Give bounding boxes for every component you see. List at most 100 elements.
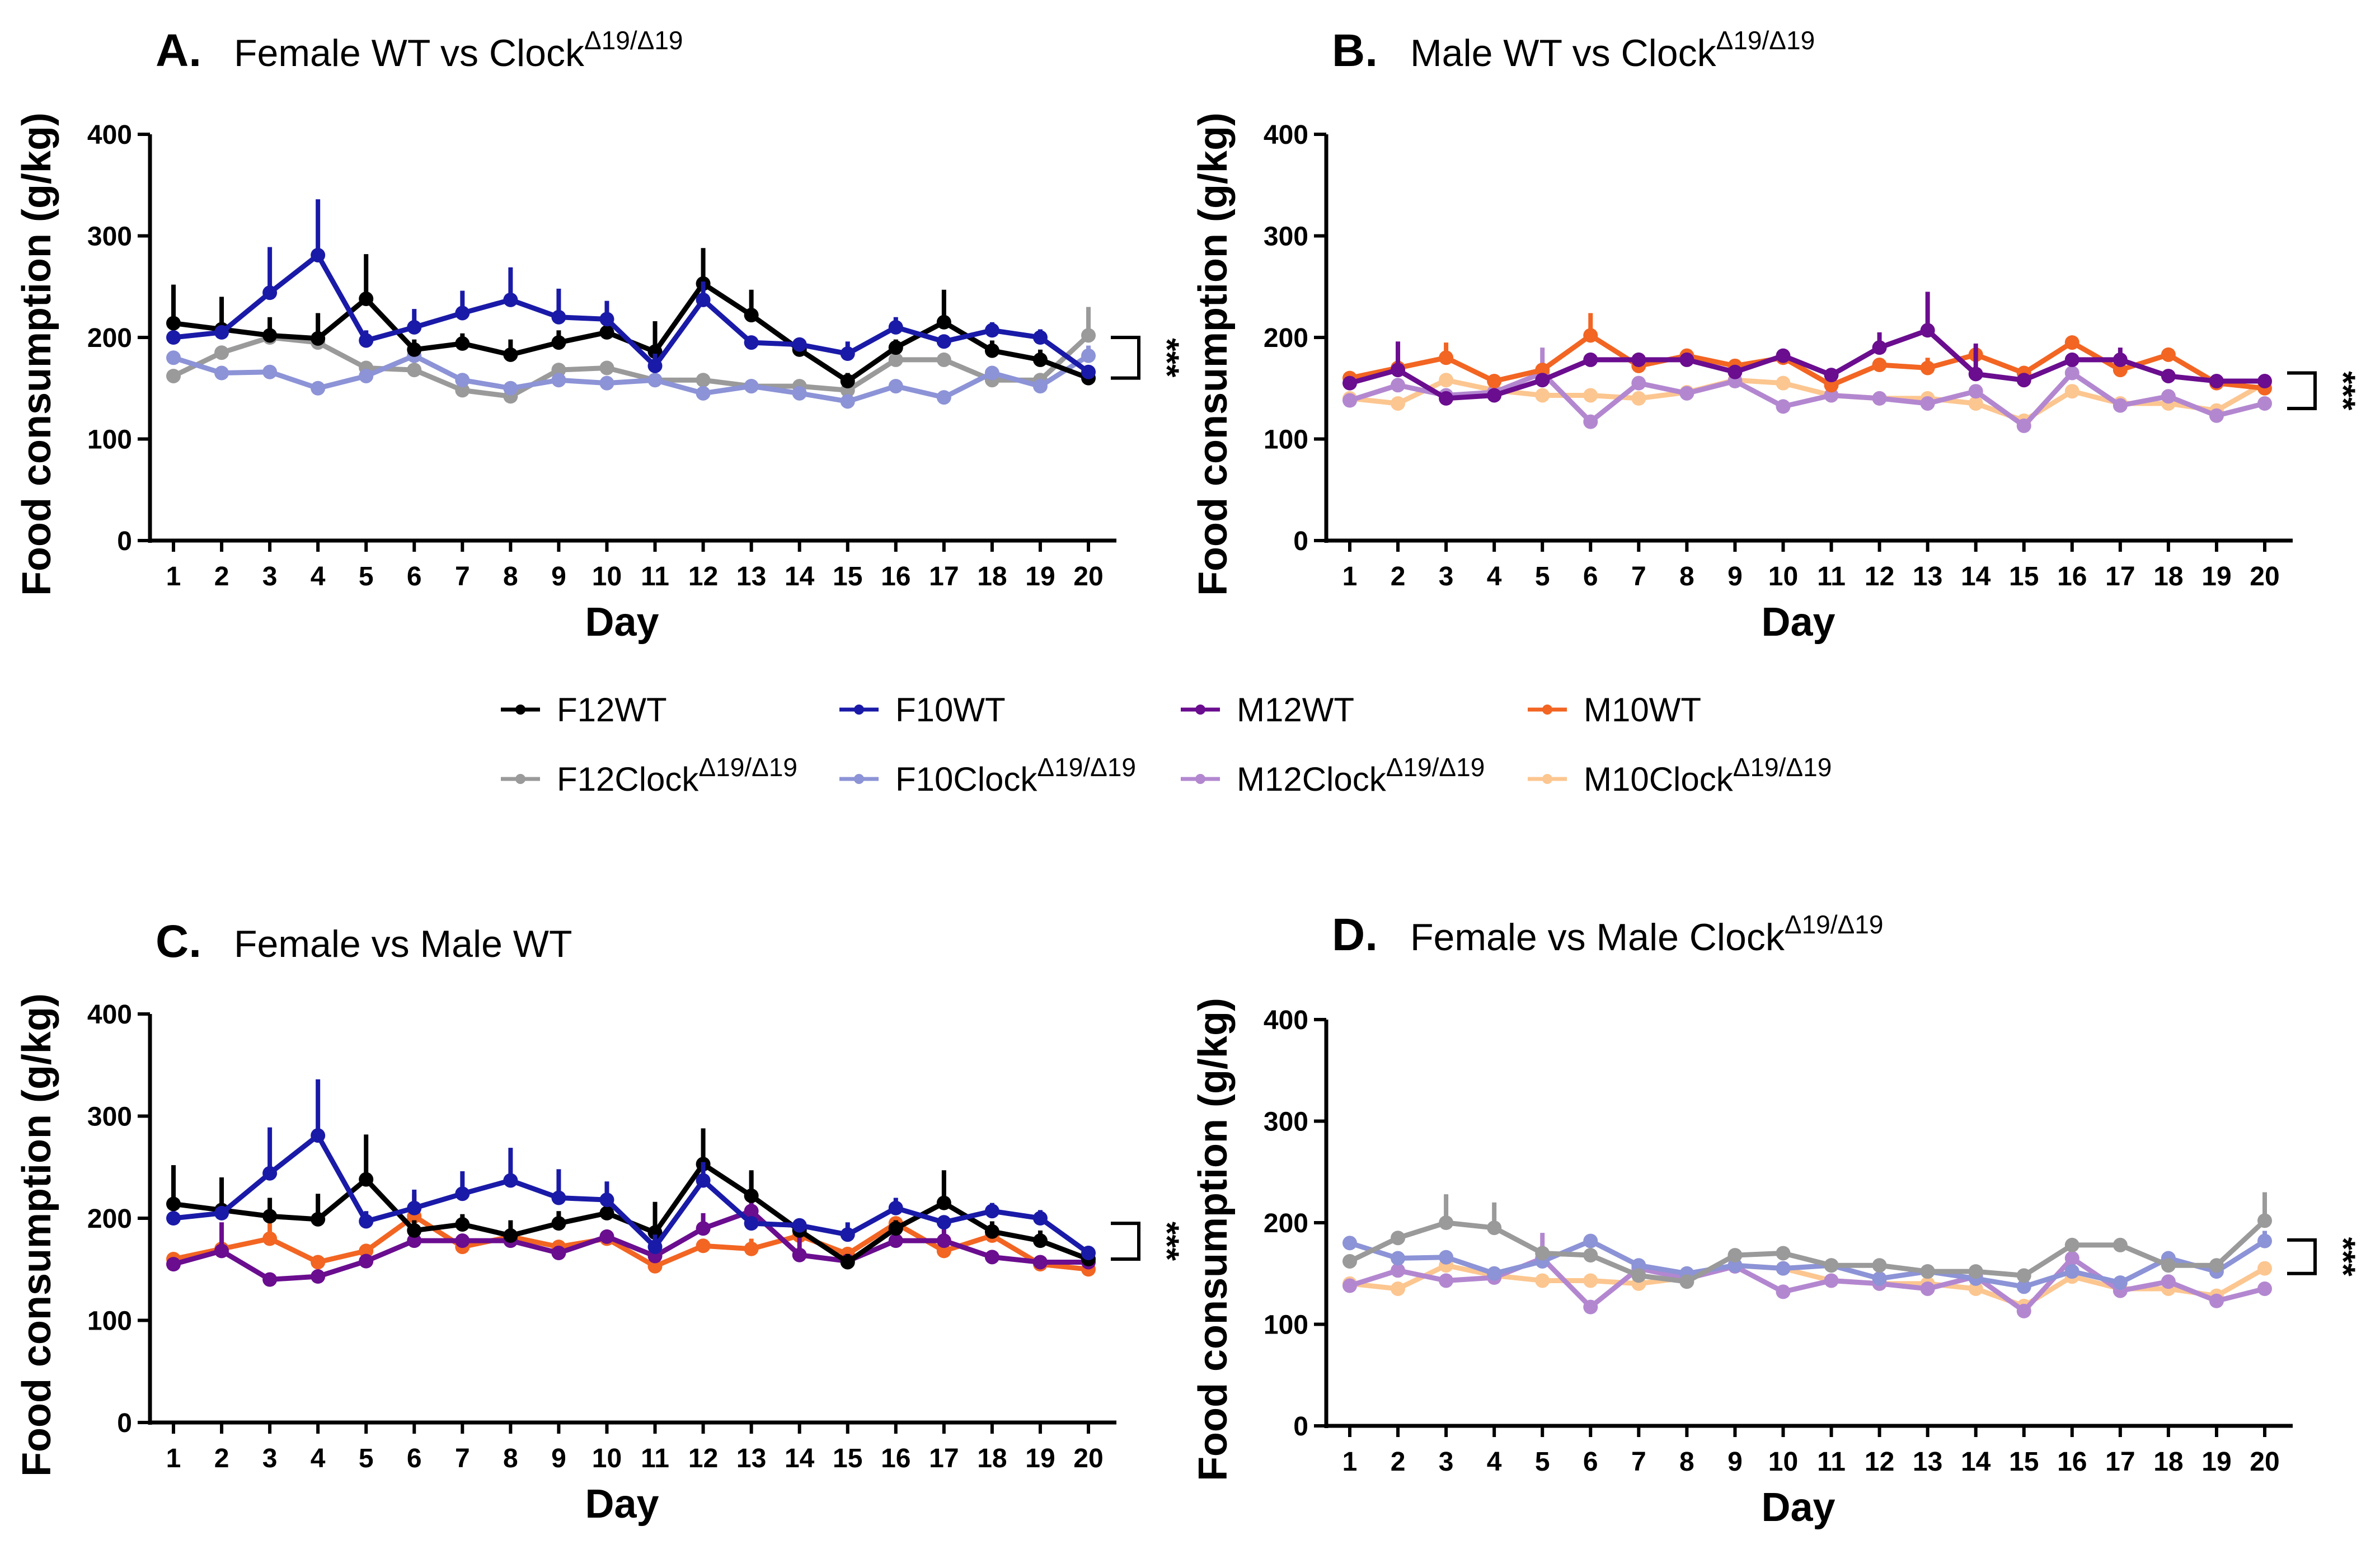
data-point (311, 1212, 326, 1227)
y-tick-label: 100 (1264, 1311, 1308, 1340)
data-point (166, 1257, 181, 1272)
series-F10Clock (166, 345, 1096, 409)
x-tick-label: 19 (1025, 562, 1055, 591)
x-tick-label: 3 (262, 562, 278, 591)
data-point (1032, 352, 1048, 367)
x-tick-label: 14 (1961, 1447, 1991, 1477)
x-tick-label: 4 (1487, 1447, 1502, 1477)
x-tick-label: 17 (929, 562, 959, 591)
x-tick-label: 1 (1342, 1447, 1358, 1477)
data-point (2064, 384, 2079, 399)
data-point (503, 1173, 518, 1188)
data-point (311, 381, 326, 396)
legend-item: M10ClockΔ19/Δ19 (1528, 753, 1832, 798)
x-tick-label: 9 (551, 1444, 566, 1473)
data-point (503, 381, 518, 396)
x-tick-label: 13 (736, 1444, 766, 1473)
y-tick-label: 400 (1264, 1006, 1308, 1035)
x-tick-label: 12 (688, 1444, 718, 1473)
data-point (311, 247, 326, 262)
data-point (599, 375, 614, 391)
chart-panel-a: A. Female WT vs ClockΔ19/Δ19 0 100 200 300 400… (15, 25, 1186, 645)
x-tick-label: 10 (1768, 562, 1798, 591)
data-point (1081, 1246, 1096, 1261)
data-point (2161, 389, 2176, 404)
data-point (1487, 374, 1502, 389)
data-point (1032, 1233, 1048, 1248)
x-tick-label: 5 (1535, 1447, 1550, 1477)
data-point (792, 1247, 807, 1262)
data-point (1081, 364, 1096, 379)
data-point (2209, 408, 2224, 423)
x-tick-label: 18 (977, 562, 1007, 591)
data-point (1872, 1271, 1887, 1286)
data-point (551, 373, 566, 388)
significance-bracket (1111, 1222, 1140, 1261)
x-tick-label: 8 (503, 562, 518, 591)
data-point (455, 383, 470, 398)
data-point (1535, 373, 1550, 388)
data-point (1439, 1273, 1454, 1288)
panel-title: Male WT vs ClockΔ19/Δ19 (1410, 26, 1815, 74)
data-point (166, 350, 181, 365)
x-tick-label: 10 (592, 1444, 622, 1473)
x-tick-label: 14 (1961, 562, 1991, 591)
data-point (1872, 391, 1887, 406)
data-point (1920, 396, 1935, 411)
data-point (696, 1221, 711, 1236)
data-point (792, 386, 807, 401)
data-point (1439, 373, 1454, 388)
data-point (936, 1215, 951, 1230)
data-point (888, 1233, 903, 1248)
data-point (2257, 1261, 2272, 1276)
data-point (359, 368, 374, 383)
x-tick-label: 3 (1439, 562, 1454, 591)
legend-swatch-dot (1542, 774, 1552, 784)
series-F10WT (166, 199, 1096, 379)
data-point (1583, 328, 1598, 343)
y-axis-label: Food consumption (g/kg) (15, 993, 59, 1477)
data-point (1776, 1261, 1791, 1276)
legend-item: M12WT (1181, 691, 1354, 729)
data-point (599, 1229, 614, 1244)
data-point (599, 1193, 614, 1208)
data-point (1776, 375, 1791, 391)
data-point (455, 1217, 470, 1232)
significance-bracket (1111, 336, 1140, 380)
y-tick-label: 0 (117, 1409, 132, 1438)
data-point (1824, 378, 1839, 393)
x-tick-label: 19 (2201, 562, 2231, 591)
x-tick-label: 13 (736, 562, 766, 591)
data-point (1679, 1274, 1694, 1289)
chart-panel-d: D. Female vs Male ClockΔ19/Δ19 0 100 200 300 4… (1191, 909, 2362, 1530)
x-tick-label: 10 (592, 562, 622, 591)
x-tick-label: 18 (977, 1444, 1007, 1473)
y-tick-label: 200 (1264, 323, 1308, 353)
data-point (2016, 1268, 2031, 1283)
data-point (166, 1196, 181, 1212)
data-point (1872, 1258, 1887, 1273)
y-tick-label: 300 (1264, 1107, 1308, 1137)
legend-swatch-dot (854, 705, 864, 715)
data-point (214, 1243, 229, 1259)
data-point (2064, 365, 2079, 381)
data-point (1920, 1264, 1935, 1279)
series-F12Clock (1342, 1192, 2272, 1289)
x-tick-label: 6 (1583, 1447, 1598, 1477)
data-point (2209, 1258, 2224, 1273)
legend: F12WT F10WT M12WT M10WT F12ClockΔ19/Δ19 F10Cl… (501, 691, 1832, 798)
x-tick-label: 20 (1073, 562, 1103, 591)
data-point (359, 1243, 374, 1259)
data-point (407, 363, 422, 378)
legend-label: F12WT (557, 691, 667, 729)
data-point (1439, 1215, 1454, 1230)
series-F12WT (166, 1128, 1096, 1270)
series-M10WT (166, 1194, 1096, 1277)
y-tick-label: 0 (1293, 1412, 1308, 1442)
data-point (455, 1186, 470, 1201)
data-point (744, 308, 759, 323)
x-tick-label: 5 (359, 1444, 374, 1473)
x-tick-label: 5 (1535, 562, 1550, 591)
x-tick-label: 12 (1865, 1447, 1894, 1477)
x-tick-label: 4 (1487, 562, 1502, 591)
